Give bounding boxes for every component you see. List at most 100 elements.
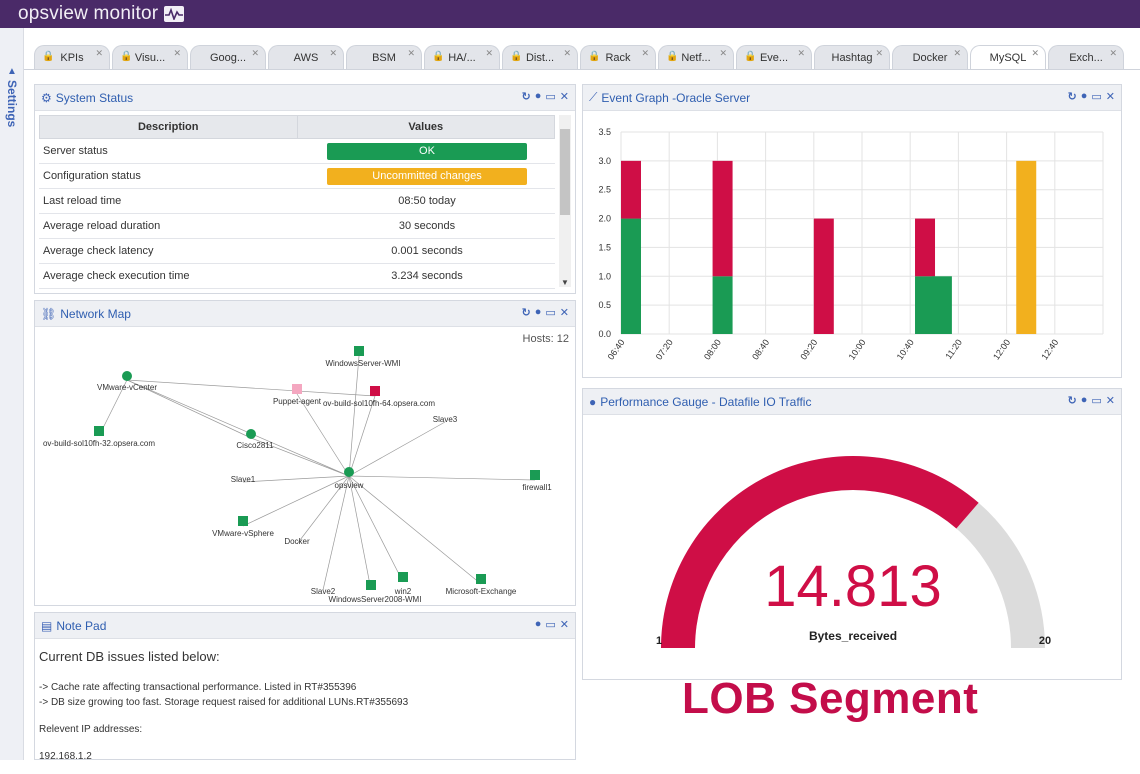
node-label[interactable]: Slave1 — [231, 475, 256, 484]
host-status-icon[interactable] — [344, 467, 354, 477]
node-label[interactable]: Microsoft-Exchange — [446, 587, 517, 596]
note-text-area[interactable]: Current DB issues listed below: -> Cache… — [35, 639, 575, 774]
settings-icon[interactable]: ● — [534, 306, 542, 318]
close-tab-icon[interactable]: ✕ — [797, 48, 805, 58]
tab-item[interactable]: 🔒 HA/... ✕ — [424, 45, 500, 69]
tab-item[interactable]: 🔒 Eve... ✕ — [736, 45, 812, 69]
node-label[interactable]: WindowsServer-WMI — [325, 359, 400, 368]
host-status-icon[interactable] — [398, 572, 408, 582]
bar-segment-critical[interactable] — [712, 160, 733, 277]
close-tab-icon[interactable]: ✕ — [173, 48, 181, 58]
app-logo-text[interactable]: opsview monitor — [18, 3, 159, 24]
close-tab-icon[interactable]: ✕ — [407, 48, 415, 58]
node-label[interactable]: Puppet-agent — [273, 397, 322, 406]
host-status-icon[interactable] — [530, 470, 540, 480]
close-icon[interactable]: ✕ — [559, 91, 569, 103]
tab-item[interactable]: MySQL ✕ — [970, 45, 1046, 69]
host-status-icon[interactable] — [292, 384, 302, 394]
note-line: -> Cache rate affecting transactional pe… — [39, 682, 357, 693]
maximize-icon[interactable]: ▭ — [1091, 395, 1102, 407]
tab-item[interactable]: Hashtag ✕ — [814, 45, 890, 69]
close-tab-icon[interactable]: ✕ — [641, 48, 649, 58]
close-icon[interactable]: ✕ — [559, 307, 569, 319]
host-status-icon[interactable] — [246, 429, 256, 439]
settings-label[interactable]: Settings — [5, 80, 19, 128]
settings-icon[interactable]: ● — [534, 90, 542, 102]
tab-item[interactable]: Exch... ✕ — [1048, 45, 1124, 69]
scrollbar-thumb[interactable] — [560, 129, 570, 215]
node-label[interactable]: win2 — [394, 587, 412, 596]
refresh-icon[interactable]: ↻ — [521, 91, 531, 103]
y-tick-label: 1.0 — [598, 271, 611, 281]
maximize-icon[interactable]: ▭ — [545, 307, 556, 319]
scroll-down-icon[interactable]: ▼ — [561, 278, 569, 287]
tab-item[interactable]: Goog... ✕ — [190, 45, 266, 69]
close-tab-icon[interactable]: ✕ — [875, 48, 883, 58]
tab-item[interactable]: 🔒 Netf... ✕ — [658, 45, 734, 69]
bar-segment-ok[interactable] — [931, 276, 952, 334]
chart-line-icon: ⟋ — [589, 90, 598, 104]
tab-item[interactable]: BSM ✕ — [346, 45, 422, 69]
close-icon[interactable]: ✕ — [1105, 91, 1115, 103]
maximize-icon[interactable]: ▭ — [1091, 91, 1102, 103]
host-status-icon[interactable] — [370, 386, 380, 396]
refresh-icon[interactable]: ↻ — [521, 307, 531, 319]
close-tab-icon[interactable]: ✕ — [719, 48, 727, 58]
close-tab-icon[interactable]: ✕ — [1109, 48, 1117, 58]
host-status-icon[interactable] — [476, 574, 486, 584]
close-tab-icon[interactable]: ✕ — [953, 48, 961, 58]
x-tick-label: 09:20 — [798, 337, 819, 361]
close-tab-icon[interactable]: ✕ — [95, 48, 103, 58]
node-label[interactable]: Cisco2811 — [236, 441, 274, 450]
close-tab-icon[interactable]: ✕ — [485, 48, 493, 58]
node-label[interactable]: Slave3 — [433, 415, 458, 424]
bar-segment-critical[interactable] — [915, 218, 936, 277]
host-status-icon[interactable] — [122, 371, 132, 381]
maximize-icon[interactable]: ▭ — [545, 619, 556, 631]
tab-label: KPIs — [60, 51, 84, 64]
settings-icon[interactable]: ● — [1080, 90, 1088, 102]
node-label[interactable]: ov-build-sol10fh-64.opsera.com — [323, 399, 435, 408]
maximize-icon[interactable]: ▭ — [545, 91, 556, 103]
tab-item[interactable]: AWS ✕ — [268, 45, 344, 69]
settings-sidebar[interactable]: ▲ Settings — [0, 28, 24, 760]
node-label[interactable]: VMware-vSphere — [212, 529, 274, 538]
settings-icon[interactable]: ● — [534, 618, 542, 630]
close-tab-icon[interactable]: ✕ — [251, 48, 259, 58]
node-label[interactable]: VMware-vCenter — [97, 383, 157, 392]
close-icon[interactable]: ✕ — [559, 619, 569, 631]
settings-icon[interactable]: ● — [1080, 394, 1088, 406]
node-label[interactable]: firewall1 — [522, 483, 552, 492]
tab-item[interactable]: 🔒 Rack ✕ — [580, 45, 656, 69]
hosts-count: Hosts: 12 — [522, 333, 569, 345]
refresh-icon[interactable]: ↻ — [1067, 91, 1077, 103]
x-tick-label: 12:40 — [1039, 337, 1060, 361]
host-status-icon[interactable] — [238, 516, 248, 526]
close-icon[interactable]: ✕ — [1105, 395, 1115, 407]
bar-segment-ok[interactable] — [915, 276, 936, 334]
tab-item[interactable]: 🔒 Dist... ✕ — [502, 45, 578, 69]
close-tab-icon[interactable]: ✕ — [329, 48, 337, 58]
table-scrollbar[interactable]: ▼ — [559, 115, 571, 287]
network-link — [296, 393, 350, 477]
bar-segment-ok[interactable] — [621, 218, 641, 334]
node-label[interactable]: ov-build-sol10fh-32.opsera.com — [43, 439, 155, 448]
bar-segment-warning[interactable] — [1016, 160, 1037, 334]
node-label[interactable]: Slave2 — [311, 587, 336, 596]
tab-item[interactable]: Docker ✕ — [892, 45, 968, 69]
close-tab-icon[interactable]: ✕ — [1031, 48, 1039, 58]
host-status-icon[interactable] — [354, 346, 364, 356]
node-label[interactable]: Docker — [284, 537, 310, 546]
bar-segment-ok[interactable] — [712, 276, 733, 334]
bar-segment-critical[interactable] — [621, 160, 641, 219]
node-label[interactable]: opsview — [335, 481, 364, 490]
bar-segment-critical[interactable] — [813, 218, 834, 334]
close-tab-icon[interactable]: ✕ — [563, 48, 571, 58]
network-map-graph[interactable]: VMware-vCenter Puppet-agent WindowsServer-… — [35, 328, 575, 606]
tab-item[interactable]: 🔒 KPIs ✕ — [34, 45, 110, 69]
host-status-icon[interactable] — [366, 580, 376, 590]
node-label[interactable]: WindowsServer2008-WMI — [329, 595, 422, 604]
refresh-icon[interactable]: ↻ — [1067, 395, 1077, 407]
host-status-icon[interactable] — [94, 426, 104, 436]
tab-item[interactable]: 🔒 Visu... ✕ — [112, 45, 188, 69]
